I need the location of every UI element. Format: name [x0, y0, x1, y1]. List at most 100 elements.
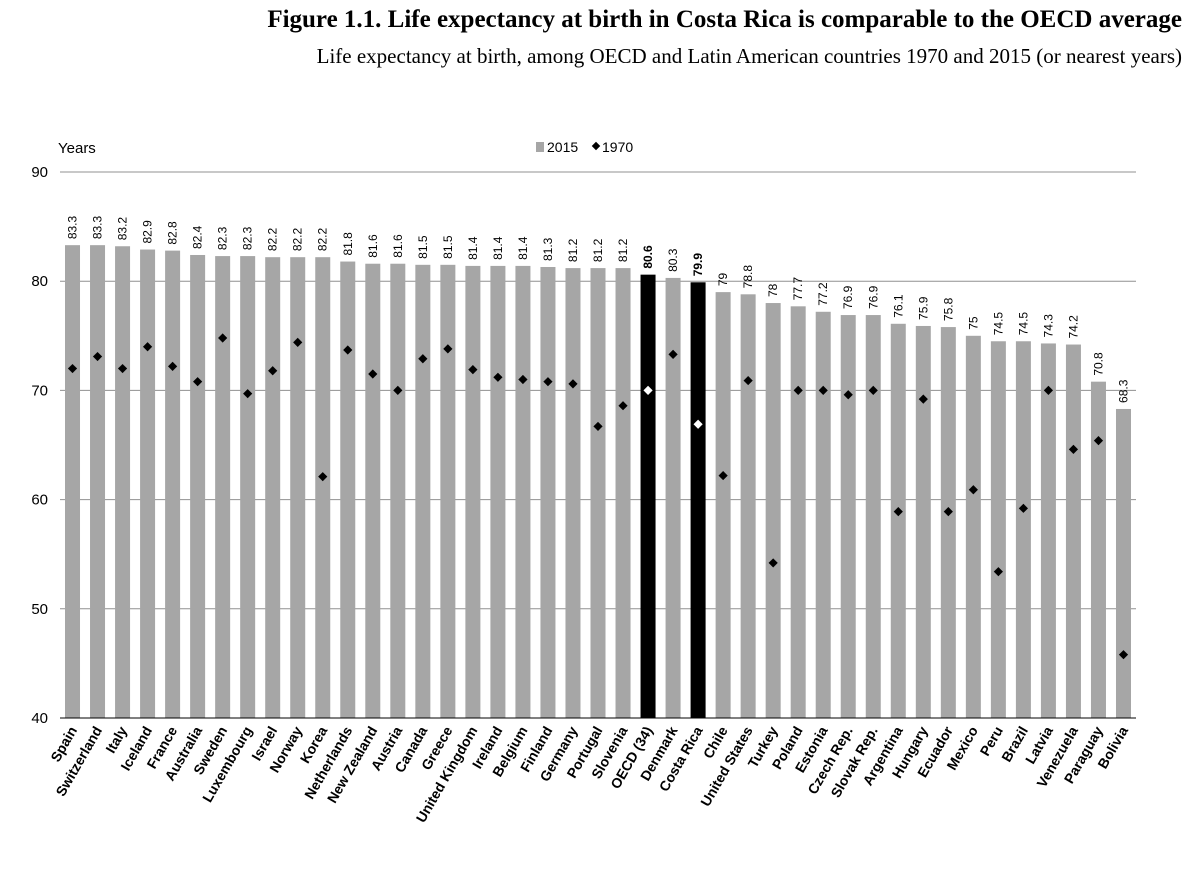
- marker-1970-peru: [993, 567, 1003, 577]
- bar-2015-new-zealand: [365, 263, 381, 718]
- marker-1970-oecd-34: [641, 383, 655, 398]
- bar-2015-spain: [65, 245, 81, 718]
- value-label-switzerland: 83.3: [91, 215, 105, 239]
- bar-2015-united-states: [740, 294, 756, 718]
- bar-2015-chile: [715, 292, 731, 718]
- marker-1970-poland: [793, 385, 803, 395]
- bar-2015-turkey: [765, 303, 781, 718]
- marker-1970-luxembourg: [243, 389, 253, 399]
- value-label-canada: 81.5: [416, 235, 430, 259]
- bar-2015-slovak-rep: [865, 315, 881, 718]
- marker-1970-austria: [393, 385, 403, 395]
- bar-2015-paraguay: [1090, 381, 1106, 718]
- value-label-czech-rep: 76.9: [841, 285, 855, 309]
- marker-1970-korea: [318, 472, 328, 482]
- bar-2015-greece: [440, 264, 456, 718]
- legend: 2015 1970: [536, 139, 633, 155]
- marker-1970-switzerland: [92, 351, 103, 362]
- value-label-norway: 82.2: [291, 227, 305, 251]
- marker-1970-italy: [117, 363, 128, 374]
- marker-1970-united-states: [743, 375, 753, 386]
- bar-2015-korea: [315, 257, 331, 718]
- value-label-venezuela: 74.2: [1066, 315, 1080, 339]
- y-tick-label: 60: [31, 492, 48, 509]
- bar-2015-canada: [415, 264, 431, 718]
- bar-2015-latvia: [1040, 343, 1056, 718]
- value-label-korea: 82.2: [316, 227, 330, 251]
- marker-1970-turkey: [768, 558, 778, 568]
- value-label-israel: 82.2: [266, 227, 280, 251]
- marker-1970-mexico: [968, 485, 978, 495]
- value-label-finland: 81.3: [541, 237, 555, 261]
- bar-2015-argentina: [890, 323, 906, 718]
- legend-1970-marker: [591, 141, 601, 151]
- marker-1970-new-zealand: [368, 369, 378, 379]
- marker-1970-paraguay: [1093, 436, 1104, 446]
- bar-2015-france: [165, 250, 181, 718]
- marker-1970-argentina: [893, 507, 903, 517]
- value-label-new-zealand: 81.6: [366, 234, 380, 258]
- marker-1970-brazil: [1018, 503, 1028, 513]
- value-label-united-states: 78.8: [741, 265, 755, 289]
- bar-2015-iceland: [140, 249, 156, 719]
- y-axis-label: Years: [58, 140, 96, 157]
- value-label-hungary: 75.9: [916, 296, 930, 320]
- value-label-peru: 74.5: [991, 312, 1005, 336]
- marker-1970-iceland: [142, 342, 153, 352]
- value-label-latvia: 74.3: [1041, 314, 1055, 338]
- bar-2015-austria: [390, 263, 406, 718]
- bar-2015-oecd-34: [640, 274, 656, 718]
- marker-1970-canada: [418, 354, 428, 364]
- marker-1970-united-kingdom: [468, 365, 478, 375]
- value-label-turkey: 78: [766, 283, 780, 297]
- marker-1970-costa-rica: [691, 417, 705, 431]
- bar-2015-netherlands: [340, 261, 356, 718]
- bar-2015-norway: [290, 257, 306, 718]
- value-label-argentina: 76.1: [891, 294, 905, 318]
- marker-1970-finland: [543, 377, 553, 387]
- value-label-ecuador: 75.8: [941, 297, 955, 321]
- value-label-germany: 81.2: [566, 238, 580, 262]
- value-label-portugal: 81.2: [591, 238, 605, 262]
- bar-2015-united-kingdom: [465, 265, 481, 718]
- bar-2015-venezuela: [1065, 344, 1081, 718]
- bar-2015-belgium: [515, 265, 531, 718]
- marker-1970-chile: [718, 470, 728, 481]
- value-label-italy: 83.2: [116, 217, 130, 241]
- y-tick-label: 40: [31, 710, 48, 727]
- bar-2015-sweden: [215, 256, 231, 718]
- value-label-costa-rica: 79.9: [691, 253, 705, 277]
- value-label-denmark: 80.3: [666, 248, 680, 272]
- marker-1970-france: [168, 361, 178, 371]
- bar-2015-luxembourg: [240, 256, 256, 718]
- value-label-bolivia: 68.3: [1116, 379, 1130, 403]
- bar-2015-italy: [115, 246, 131, 719]
- marker-1970-portugal: [593, 421, 603, 432]
- bar-2015-switzerland: [90, 245, 106, 718]
- y-axis-ticks: 40 50 60 70 80 90: [31, 164, 48, 727]
- bar-2015-ecuador: [940, 327, 956, 718]
- marker-1970-israel: [268, 366, 278, 376]
- x-axis-category-labels: SpainSwitzerlandItalyIcelandFranceAustra…: [47, 723, 1131, 825]
- value-label-slovenia: 81.2: [616, 238, 630, 262]
- marker-1970-ireland: [493, 372, 503, 382]
- y-tick-label: 80: [31, 273, 48, 290]
- value-label-netherlands: 81.8: [341, 232, 355, 256]
- marker-1970-germany: [568, 379, 578, 389]
- figure-subtitle: Life expectancy at birth, among OECD and…: [316, 44, 1182, 68]
- bar-2015-finland: [540, 267, 556, 718]
- value-label-france: 82.8: [166, 221, 180, 245]
- y-tick-label: 70: [31, 382, 48, 399]
- bar-2015-estonia: [815, 311, 831, 718]
- value-label-paraguay: 70.8: [1091, 352, 1105, 376]
- bar-2015-czech-rep: [840, 315, 856, 718]
- bar-2015-peru: [990, 341, 1006, 718]
- bar-2015-brazil: [1015, 341, 1031, 718]
- markers-1970: [67, 333, 1129, 660]
- marker-1970-belgium: [518, 374, 528, 385]
- marker-1970-sweden: [218, 333, 228, 343]
- value-label-luxembourg: 82.3: [241, 226, 255, 250]
- y-tick-label: 50: [31, 601, 48, 618]
- legend-2015-swatch: [536, 142, 544, 152]
